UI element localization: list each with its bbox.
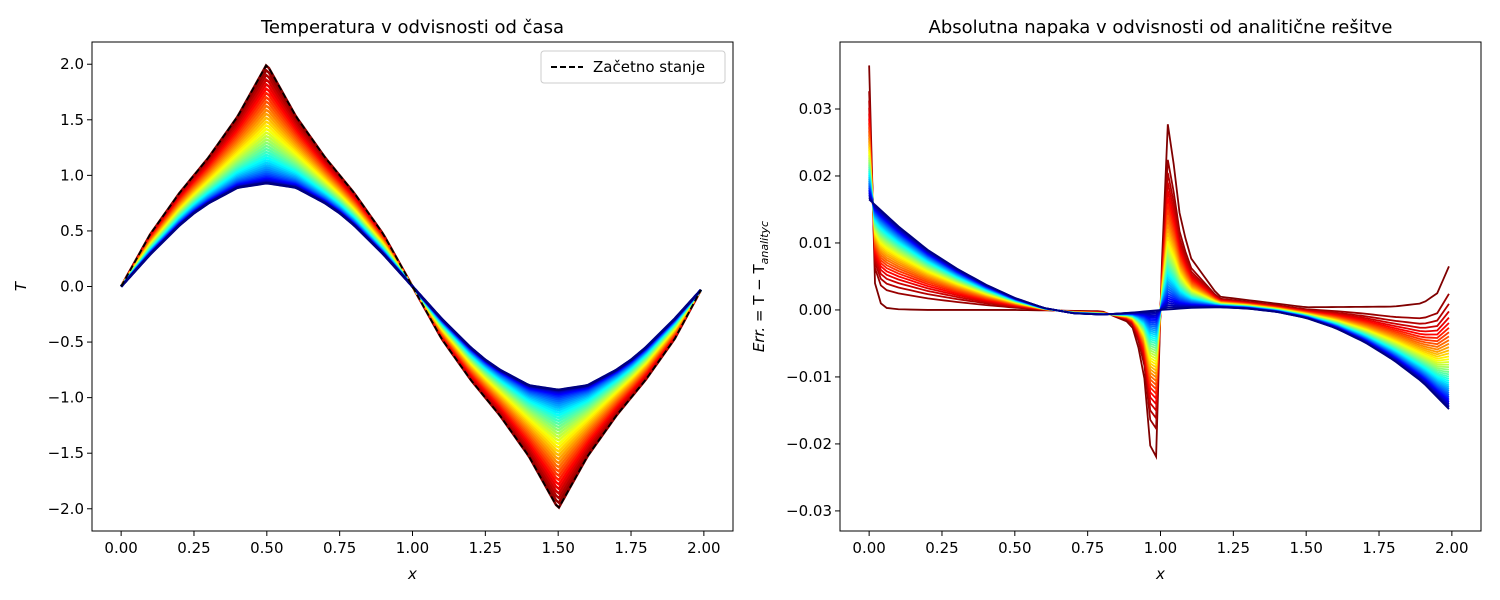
error-y-axis-label: Err. = T − Tanalityc	[750, 221, 771, 352]
y-tick-label: −0.02	[786, 435, 832, 453]
error-curve	[868, 118, 1450, 401]
y-tick-label: 1.5	[60, 111, 84, 129]
ylabel-sub: analityc	[758, 221, 771, 264]
error-x-axis-label: x	[1155, 565, 1165, 583]
temperature-curve	[120, 181, 702, 392]
y-tick-label: −0.03	[786, 502, 832, 520]
x-tick-label: 2.00	[687, 539, 720, 557]
x-tick-label: 1.00	[1144, 539, 1177, 557]
x-tick-label: 0.50	[998, 539, 1031, 557]
temperature-curves	[120, 63, 703, 510]
x-tick-label: 1.00	[396, 539, 429, 557]
temperature-y-axis-label: T	[12, 280, 30, 291]
y-tick-label: 0.02	[799, 167, 832, 185]
initial-state-curve	[120, 64, 702, 509]
y-tick-label: −1.0	[48, 389, 84, 407]
legend-entry-initial-state: Začetno stanje	[593, 58, 705, 76]
error-curves	[868, 65, 1450, 461]
x-tick-label: 0.00	[104, 539, 137, 557]
y-tick-label: 0.00	[799, 301, 832, 319]
y-tick-label: 0.0	[60, 278, 84, 296]
ylabel-err: Err.	[750, 327, 768, 352]
error-curve	[868, 123, 1450, 396]
y-tick-label: 0.03	[799, 100, 832, 118]
x-tick-label: 0.25	[177, 539, 210, 557]
temperature-ticks: 0.00 0.25 0.50 0.75 1.00 1.25 1.50 1.75 2.00 −2.0…	[48, 55, 721, 557]
x-tick-label: 0.00	[852, 539, 885, 557]
temperature-chart: 0.00 0.25 0.50 0.75 1.00 1.25 1.50 1.75 2.00 −2.0…	[12, 17, 734, 583]
x-tick-label: 0.75	[1071, 539, 1104, 557]
x-tick-label: 1.25	[1217, 539, 1250, 557]
ylabel-eq: = T − T	[750, 264, 768, 327]
y-tick-label: 2.0	[60, 55, 84, 73]
temperature-chart-title: Temperatura v odvisnosti od časa	[260, 17, 564, 38]
error-curve	[868, 198, 1450, 410]
legend-box	[540, 50, 726, 84]
error-chart-title: Absolutna napaka v odvisnosti od analiti…	[929, 17, 1393, 38]
x-tick-label: 0.75	[323, 539, 356, 557]
temperature-x-axis-label: x	[407, 565, 417, 583]
error-plot-frame	[839, 41, 1482, 532]
x-tick-label: 0.25	[925, 539, 958, 557]
x-tick-label: 1.25	[469, 539, 502, 557]
error-ticks: 0.00 0.25 0.50 0.75 1.00 1.25 1.50 1.75 2.00 −0.0…	[786, 100, 1469, 557]
x-tick-label: 1.75	[614, 539, 647, 557]
error-curve	[868, 65, 1450, 461]
error-chart: 0.00 0.25 0.50 0.75 1.00 1.25 1.50 1.75 2.00 −0.0…	[750, 17, 1482, 583]
y-tick-label: −0.5	[48, 333, 84, 351]
x-tick-label: 1.50	[1289, 539, 1322, 557]
x-tick-label: 1.50	[541, 539, 574, 557]
y-tick-label: 0.5	[60, 222, 84, 240]
y-tick-label: 0.01	[799, 234, 832, 252]
x-tick-label: 0.50	[250, 539, 283, 557]
y-tick-label: −0.01	[786, 368, 832, 386]
y-tick-label: −2.0	[48, 500, 84, 518]
y-tick-label: −1.5	[48, 444, 84, 462]
temperature-plot-frame	[91, 41, 734, 532]
x-tick-label: 1.75	[1362, 539, 1395, 557]
y-tick-label: 1.0	[60, 166, 84, 184]
x-tick-label: 2.00	[1435, 539, 1468, 557]
temperature-legend: Začetno stanje	[540, 50, 726, 84]
